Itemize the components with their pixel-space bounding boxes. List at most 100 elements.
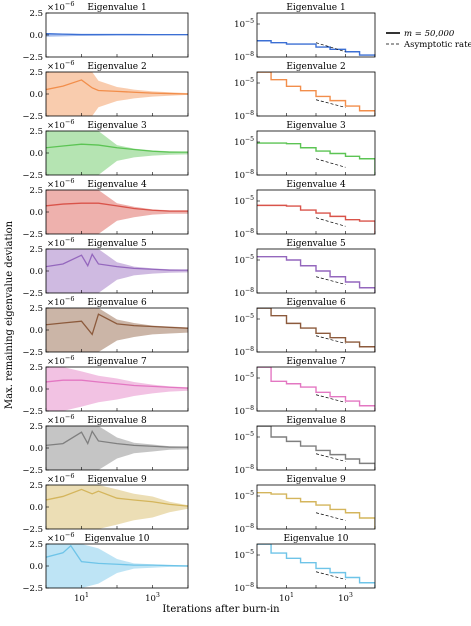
- asymptotic-rate-line: [315, 99, 346, 108]
- y-tick-label: 2.5: [29, 304, 43, 314]
- panel-title: Eigenvalue 4: [87, 180, 147, 190]
- y-tick-label: −2.5: [22, 525, 43, 535]
- y-tick-label: 0.0: [29, 208, 43, 218]
- y-tick-label: 10−8: [234, 346, 254, 358]
- log-deviation-panel: Eigenvalue 1 10−5 10−8: [234, 3, 376, 63]
- legend-entry-dashed: Asymptotic rate: [403, 40, 471, 50]
- y-tick-label: −2.5: [22, 230, 43, 240]
- asymptotic-rate-line: [315, 394, 346, 403]
- log-deviation-panel: Eigenvalue 6 10−5 10−8: [234, 298, 376, 358]
- series-line: [46, 79, 188, 95]
- uncertainty-band: [46, 426, 188, 470]
- y-tick-label: 10−8: [234, 405, 254, 417]
- y-tick-label: 10−5: [234, 549, 254, 561]
- y-tick-label: 0.0: [29, 503, 43, 513]
- series-line: [46, 143, 188, 153]
- panel-title: Eigenvalue 6: [286, 298, 346, 308]
- y-tick-label: 10−8: [234, 228, 254, 240]
- series-line: [46, 313, 188, 336]
- y-tick-label: 2.5: [29, 363, 43, 373]
- panel-frame: [256, 12, 376, 58]
- deviation-panel: Eigenvalue 5 2.5 0.0 −2.5 ×10−6: [22, 236, 189, 299]
- panel-title: Eigenvalue 5: [286, 239, 346, 249]
- legend-entry-solid: m = 50,000: [404, 29, 455, 39]
- y-tick-label: 10−8: [234, 464, 254, 476]
- panel-frame: [256, 484, 376, 530]
- y-tick-label: 10−5: [234, 372, 254, 384]
- y-tick-label: 10−5: [234, 490, 254, 502]
- y-tick-label: 10−5: [234, 77, 254, 89]
- y-tick-label: 0.0: [29, 385, 43, 395]
- y-tick-label: 0.0: [29, 562, 43, 572]
- deviation-panel: Eigenvalue 8 2.5 0.0 −2.5 ×10−6: [22, 413, 189, 476]
- series-line: [46, 202, 188, 212]
- panel-title: Eigenvalue 7: [286, 357, 346, 367]
- y-tick-label: 2.5: [29, 68, 43, 78]
- deviation-panel: Eigenvalue 4 2.5 0.0 −2.5 ×10−6: [22, 177, 189, 240]
- panel-title: Eigenvalue 3: [286, 121, 346, 131]
- asymptotic-rate-line: [315, 571, 346, 580]
- series-line: [46, 33, 188, 36]
- asymptotic-rate-line: [315, 158, 346, 168]
- y-tick-label: 10−8: [234, 51, 254, 63]
- log-deviation-panel: Eigenvalue 10 10−5 10−8 101 103: [234, 534, 376, 604]
- uncertainty-band: [46, 367, 188, 411]
- scale-label: ×10−6: [47, 354, 75, 367]
- y-tick-label: 2.5: [29, 127, 43, 137]
- deviation-panel: Eigenvalue 10 2.5 0.0 −2.5 ×10−6 101 103: [22, 531, 189, 604]
- y-tick-label: −2.5: [22, 407, 43, 417]
- series-line: [257, 40, 375, 57]
- y-tick-label: −2.5: [22, 171, 43, 181]
- log-deviation-panel: Eigenvalue 5 10−5 10−8: [234, 239, 376, 299]
- panel-title: Eigenvalue 8: [286, 416, 346, 426]
- y-tick-label: −2.5: [22, 466, 43, 476]
- series-line: [257, 72, 375, 116]
- panel-title: Eigenvalue 1: [286, 3, 345, 13]
- uncertainty-band: [46, 249, 188, 293]
- series-line: [46, 252, 188, 271]
- y-tick-label: −2.5: [22, 289, 43, 299]
- series-line: [46, 379, 188, 389]
- y-tick-label: 2.5: [29, 9, 43, 19]
- scale-label: ×10−6: [47, 177, 75, 190]
- deviation-panel: Eigenvalue 1 2.5 0.0 −2.5 ×10−6: [22, 0, 189, 63]
- y-tick-label: 0.0: [29, 326, 43, 336]
- y-tick-label: 0.0: [29, 267, 43, 277]
- y-tick-label: 2.5: [29, 422, 43, 432]
- panel-title: Eigenvalue 2: [87, 62, 146, 72]
- scale-label: ×10−6: [47, 59, 75, 72]
- x-tick-label: 103: [338, 592, 353, 604]
- scale-label: ×10−6: [47, 531, 75, 544]
- series-line: [257, 204, 375, 234]
- y-tick-label: 10−5: [234, 136, 254, 148]
- series-line: [257, 142, 375, 175]
- y-tick-label: 10−8: [234, 287, 254, 299]
- panel-frame: [256, 130, 376, 176]
- asymptotic-rate-line: [315, 42, 346, 53]
- y-tick-label: 10−5: [234, 254, 254, 266]
- panel-title: Eigenvalue 4: [286, 180, 346, 190]
- y-tick-label: −2.5: [22, 584, 43, 594]
- asymptotic-rate-line: [315, 217, 346, 227]
- asymptotic-rate-line: [315, 453, 346, 462]
- y-tick-label: −2.5: [22, 53, 43, 63]
- uncertainty-band: [46, 308, 188, 352]
- series-line: [257, 308, 375, 352]
- y-tick-label: 10−8: [234, 110, 254, 122]
- panel-title: Eigenvalue 1: [87, 3, 146, 13]
- panel-title: Eigenvalue 9: [286, 475, 346, 485]
- log-deviation-panel: Eigenvalue 8 10−5 10−8: [234, 416, 376, 476]
- scale-label: ×10−6: [47, 413, 75, 426]
- y-tick-label: 2.5: [29, 186, 43, 196]
- series-line: [257, 426, 375, 470]
- asymptotic-rate-line: [315, 276, 346, 285]
- x-axis-label: Iterations after burn-in: [162, 604, 280, 615]
- series-line: [257, 255, 375, 293]
- panel-title: Eigenvalue 2: [286, 62, 345, 72]
- deviation-panel: Eigenvalue 7 2.5 0.0 −2.5 ×10−6: [22, 354, 189, 417]
- deviation-panel: Eigenvalue 9 2.5 0.0 −2.5 ×10−6: [22, 472, 189, 535]
- y-tick-label: −2.5: [22, 348, 43, 358]
- series-line: [46, 488, 188, 507]
- y-tick-label: 10−5: [234, 195, 254, 207]
- deviation-panel: Eigenvalue 2 2.5 0.0 −2.5 ×10−6: [22, 59, 189, 122]
